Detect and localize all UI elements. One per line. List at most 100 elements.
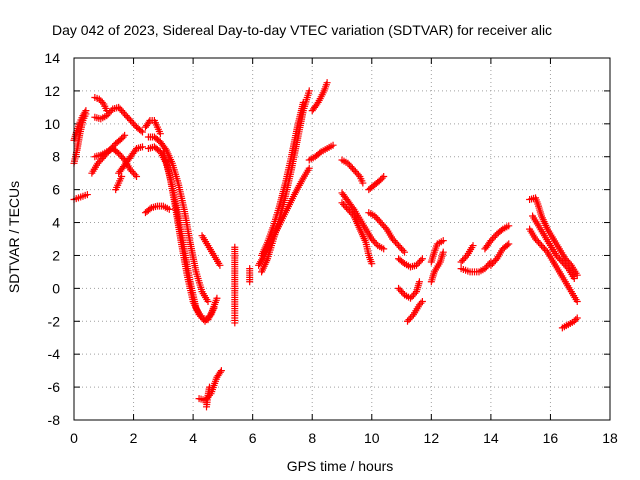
grid-lines bbox=[74, 58, 610, 420]
data-point bbox=[118, 172, 126, 180]
data-point bbox=[561, 261, 569, 269]
series-track-ag-12 bbox=[427, 237, 447, 266]
data-point bbox=[487, 261, 495, 269]
data-point bbox=[195, 311, 203, 319]
data-point bbox=[573, 314, 581, 322]
data-point bbox=[417, 256, 425, 264]
data-point bbox=[137, 127, 145, 135]
data-point bbox=[538, 242, 546, 250]
data-point bbox=[197, 312, 205, 320]
data-point bbox=[462, 253, 470, 261]
y-tick-label: 14 bbox=[44, 50, 60, 66]
series-track-ab-rise-10 bbox=[365, 172, 388, 194]
series-track-j-peak-2-5 bbox=[141, 117, 164, 138]
data-point bbox=[368, 235, 376, 243]
data-point bbox=[350, 166, 358, 174]
data-point bbox=[482, 263, 490, 271]
y-tick-label: -6 bbox=[48, 379, 61, 395]
data-point bbox=[118, 135, 126, 143]
data-point bbox=[555, 255, 563, 263]
data-point bbox=[118, 153, 126, 161]
data-point bbox=[566, 260, 574, 268]
data-point bbox=[396, 243, 404, 251]
data-point bbox=[490, 233, 498, 241]
series-track-aa-mid-9b bbox=[338, 199, 376, 268]
data-point bbox=[560, 260, 568, 268]
data-point bbox=[138, 128, 146, 136]
series-track-e-plateau bbox=[91, 103, 146, 136]
series-track-q-mid-slope bbox=[198, 232, 224, 269]
series-track-i-short bbox=[112, 172, 126, 194]
data-point bbox=[156, 130, 164, 138]
series-track-v-rise-c bbox=[255, 164, 313, 269]
data-point bbox=[131, 171, 139, 179]
series-track-ah-12b bbox=[427, 248, 447, 286]
series-track-h-drop bbox=[115, 143, 146, 177]
data-point bbox=[217, 367, 225, 375]
data-point bbox=[119, 108, 127, 116]
data-point bbox=[83, 191, 91, 199]
data-point bbox=[305, 164, 313, 172]
data-point bbox=[329, 141, 337, 149]
y-tick-label: -8 bbox=[48, 412, 61, 428]
data-point bbox=[570, 274, 578, 282]
data-point bbox=[204, 298, 212, 306]
data-point bbox=[345, 207, 353, 215]
data-point bbox=[375, 217, 383, 225]
data-point bbox=[145, 118, 153, 126]
data-point bbox=[490, 258, 498, 266]
data-point bbox=[97, 97, 105, 105]
data-point bbox=[348, 210, 356, 218]
x-tick-label: 8 bbox=[308, 430, 316, 446]
data-point bbox=[115, 103, 123, 111]
data-point bbox=[116, 151, 124, 159]
data-point bbox=[558, 258, 566, 266]
data-point bbox=[481, 265, 489, 273]
series-track-ak-14 bbox=[481, 222, 513, 253]
y-tick-label: 10 bbox=[44, 116, 60, 132]
data-point bbox=[396, 286, 404, 294]
data-point bbox=[418, 255, 426, 263]
data-point bbox=[398, 288, 406, 296]
data-point bbox=[414, 260, 422, 268]
data-point bbox=[380, 222, 388, 230]
series-track-r-isolated-5-4 bbox=[231, 243, 239, 327]
data-point bbox=[415, 301, 423, 309]
data-point bbox=[124, 113, 132, 121]
data-point bbox=[488, 260, 496, 268]
series-track-d-top-early bbox=[91, 93, 111, 115]
y-tick-label: 2 bbox=[52, 247, 60, 263]
series-track-k-descent-a bbox=[144, 133, 212, 306]
data-point bbox=[564, 258, 572, 266]
data-point bbox=[299, 98, 307, 106]
data-point bbox=[532, 235, 540, 243]
data-point bbox=[406, 294, 414, 302]
data-point bbox=[339, 200, 347, 208]
data-point bbox=[395, 242, 403, 250]
data-point bbox=[216, 368, 224, 376]
data-point bbox=[121, 110, 129, 118]
data-point bbox=[415, 278, 423, 286]
data-point bbox=[377, 176, 385, 184]
series-track-ad-low-11 bbox=[395, 255, 426, 271]
data-point bbox=[557, 256, 565, 264]
x-tick-label: 2 bbox=[130, 430, 138, 446]
data-point bbox=[165, 205, 173, 213]
y-axis-label: SDTVAR / TECUs bbox=[6, 181, 22, 293]
data-point bbox=[338, 199, 346, 207]
series-track-b-left-low bbox=[70, 110, 90, 167]
data-point bbox=[119, 154, 127, 162]
data-point bbox=[539, 243, 547, 251]
data-point bbox=[82, 110, 90, 118]
x-tick-label: 14 bbox=[483, 430, 499, 446]
data-point bbox=[487, 237, 495, 245]
x-tick-label: 4 bbox=[189, 430, 197, 446]
data-point bbox=[505, 222, 513, 230]
series-track-ae-dip-11 bbox=[395, 278, 423, 302]
axis-ticks: 0 2 4 6 8 10 12 14 16 18 -8 -6 -4 -2 0 2 4 6 8 10 12 14 bbox=[44, 50, 618, 446]
x-tick-label: 6 bbox=[249, 430, 257, 446]
x-tick-label: 10 bbox=[364, 430, 380, 446]
data-point bbox=[469, 242, 477, 250]
data-point bbox=[347, 163, 355, 171]
